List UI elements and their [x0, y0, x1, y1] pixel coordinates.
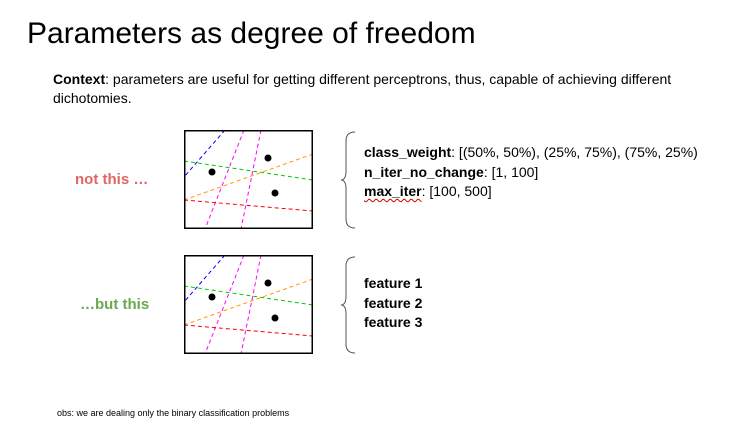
separator-line-red: [184, 324, 313, 337]
perceptron-diagram-bad: [184, 130, 313, 229]
param-name: n_iter_no_change: [364, 163, 484, 180]
but-this-label: …but this: [80, 296, 150, 313]
data-point: [264, 279, 272, 287]
not-this-label: not this …: [75, 171, 149, 188]
separator-line-magenta-2: [240, 255, 262, 354]
separator-line-red: [184, 199, 313, 212]
curly-brace-params: [340, 131, 356, 229]
separator-line-magenta-2: [240, 130, 262, 229]
separator-line-green: [184, 285, 313, 306]
parameter-list: class_weight: [(50%, 50%), (25%, 75%), (…: [364, 143, 698, 202]
data-point: [271, 314, 279, 322]
context-text: : parameters are useful for getting diff…: [53, 71, 672, 106]
diagram-frame: [184, 130, 313, 229]
feature-list: feature 1 feature 2 feature 3: [364, 274, 422, 333]
separator-line-magenta-1: [204, 255, 245, 354]
param-name: class_weight: [364, 144, 452, 160]
separator-line-green: [184, 160, 313, 181]
data-point: [264, 154, 272, 162]
feature-item: feature 3: [364, 314, 423, 330]
feature-item: feature 2: [364, 294, 423, 311]
context-paragraph: Context: parameters are useful for getti…: [53, 70, 693, 108]
param-class-weight: class_weight: [(50%, 50%), (25%, 75%), (…: [364, 143, 698, 163]
data-point: [208, 168, 216, 176]
curly-brace-features: [340, 256, 356, 354]
param-name: max_iter: [364, 183, 422, 199]
separator-line-orange: [184, 278, 313, 326]
param-values: : [1, 100]: [483, 163, 539, 180]
feature-item: feature 1: [364, 275, 423, 291]
context-label: Context: [53, 71, 106, 87]
separator-line-orange: [184, 153, 313, 201]
param-values: : [100, 500]: [421, 183, 492, 199]
footnote: obs: we are dealing only the binary clas…: [57, 408, 290, 418]
param-max-iter: max_iter: [100, 500]: [364, 182, 698, 202]
data-point: [271, 189, 279, 197]
separator-line-magenta-1: [204, 130, 245, 229]
slide-title: Parameters as degree of freedom: [27, 17, 476, 50]
separator-line-blue: [184, 255, 226, 303]
param-values: : [(50%, 50%), (25%, 75%), (75%, 25%): [451, 144, 698, 160]
diagram-frame: [184, 255, 313, 354]
perceptron-diagram-good: [184, 255, 313, 354]
separator-line-blue: [184, 130, 226, 178]
param-n-iter-no-change: n_iter_no_change: [1, 100]: [364, 163, 698, 183]
data-point: [208, 293, 216, 301]
